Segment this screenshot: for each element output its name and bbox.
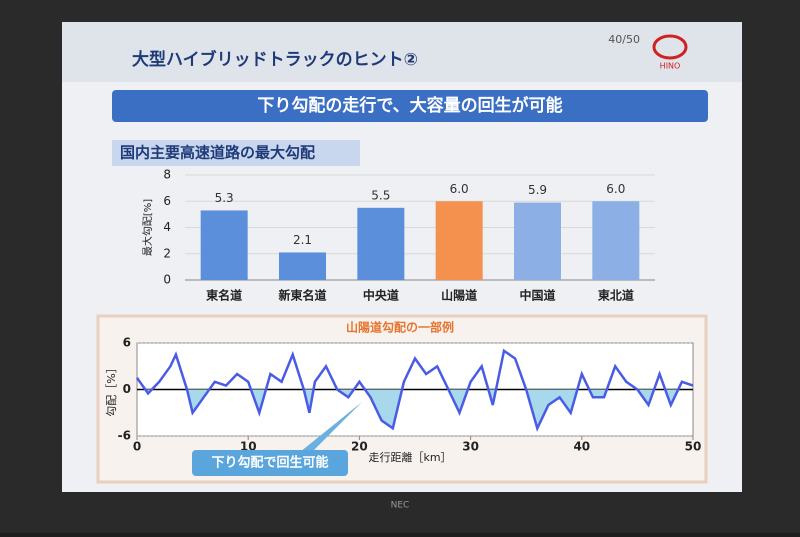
x-tick-label: 新東名道 xyxy=(278,288,326,303)
x-tick-label: 中央道 xyxy=(363,288,399,303)
x-tick-label: 20 xyxy=(351,440,368,454)
y-axis-label: 勾配［%］ xyxy=(105,362,118,416)
y-tick-label: 0 xyxy=(123,382,131,396)
section-box xyxy=(112,140,360,166)
x-axis-label: 走行距離［km］ xyxy=(368,450,451,464)
slide-title: 大型ハイブリッドトラックのヒント② xyxy=(132,49,418,70)
title-bar xyxy=(62,22,742,82)
y-tick-label: 0 xyxy=(163,273,171,287)
bar xyxy=(200,210,248,280)
y-axis-label: 最大勾配[%] xyxy=(141,199,154,256)
bar xyxy=(514,202,561,280)
y-tick-label: 2 xyxy=(163,246,171,260)
brand: NEC xyxy=(391,501,410,511)
bar xyxy=(279,252,326,280)
x-tick-label: 東名道 xyxy=(206,288,242,303)
x-tick-label: 30 xyxy=(462,440,479,454)
x-tick-label: 0 xyxy=(133,440,141,454)
value-label: 5.9 xyxy=(528,183,547,197)
banner xyxy=(112,90,708,122)
x-tick-label: 40 xyxy=(573,440,590,454)
section-title: 国内主要高速道路の最大勾配 xyxy=(120,144,315,162)
downhill-area xyxy=(137,389,693,429)
banner-text: 下り勾配の走行で、大容量の回生が可能 xyxy=(257,95,562,116)
value-label: 5.3 xyxy=(215,191,234,205)
page-number: 40/50 xyxy=(608,33,640,46)
value-label: 5.5 xyxy=(371,188,390,202)
chart-title: 山陽道勾配の一部例 xyxy=(346,320,454,335)
y-tick-label: 4 xyxy=(163,220,171,234)
logo-mark xyxy=(652,34,688,60)
value-label: 2.1 xyxy=(293,233,312,247)
value-label: 6.0 xyxy=(606,182,625,196)
x-tick-label: 山陽道 xyxy=(441,288,477,303)
bar xyxy=(435,201,483,280)
y-tick-label: -6 xyxy=(118,429,131,443)
logo-text: HINO xyxy=(660,62,681,71)
y-tick-label: 6 xyxy=(163,194,171,208)
x-tick-label: 50 xyxy=(685,440,702,454)
x-tick-label: 東北道 xyxy=(598,288,634,303)
y-tick-label: 8 xyxy=(163,168,171,182)
bar xyxy=(592,201,640,280)
y-tick-label: 6 xyxy=(123,336,131,350)
callout-pointer xyxy=(300,402,362,452)
annotation: 下り勾配で回生可能 xyxy=(211,455,328,471)
value-label: 6.0 xyxy=(450,182,469,196)
callout xyxy=(192,450,348,476)
x-tick-label: 中国道 xyxy=(519,288,555,303)
bar xyxy=(357,207,405,280)
gradient-line xyxy=(135,348,694,432)
